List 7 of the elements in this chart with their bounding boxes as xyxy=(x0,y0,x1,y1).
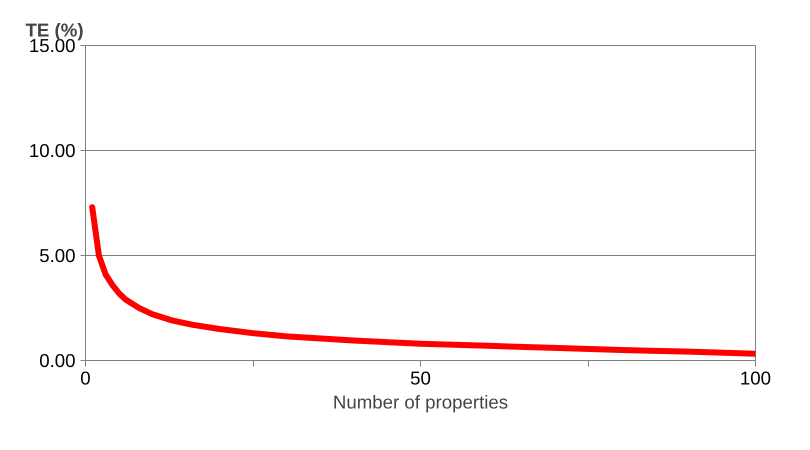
y-tick-label: 0.00 xyxy=(39,350,76,371)
y-tick-label: 5.00 xyxy=(39,245,76,266)
x-tick-label: 0 xyxy=(80,368,91,388)
x-tick-label: 100 xyxy=(740,368,772,388)
x-axis-title: Number of properties xyxy=(332,392,508,412)
x-tick-label: 50 xyxy=(410,368,431,388)
y-tick-label: 10.00 xyxy=(28,140,76,161)
